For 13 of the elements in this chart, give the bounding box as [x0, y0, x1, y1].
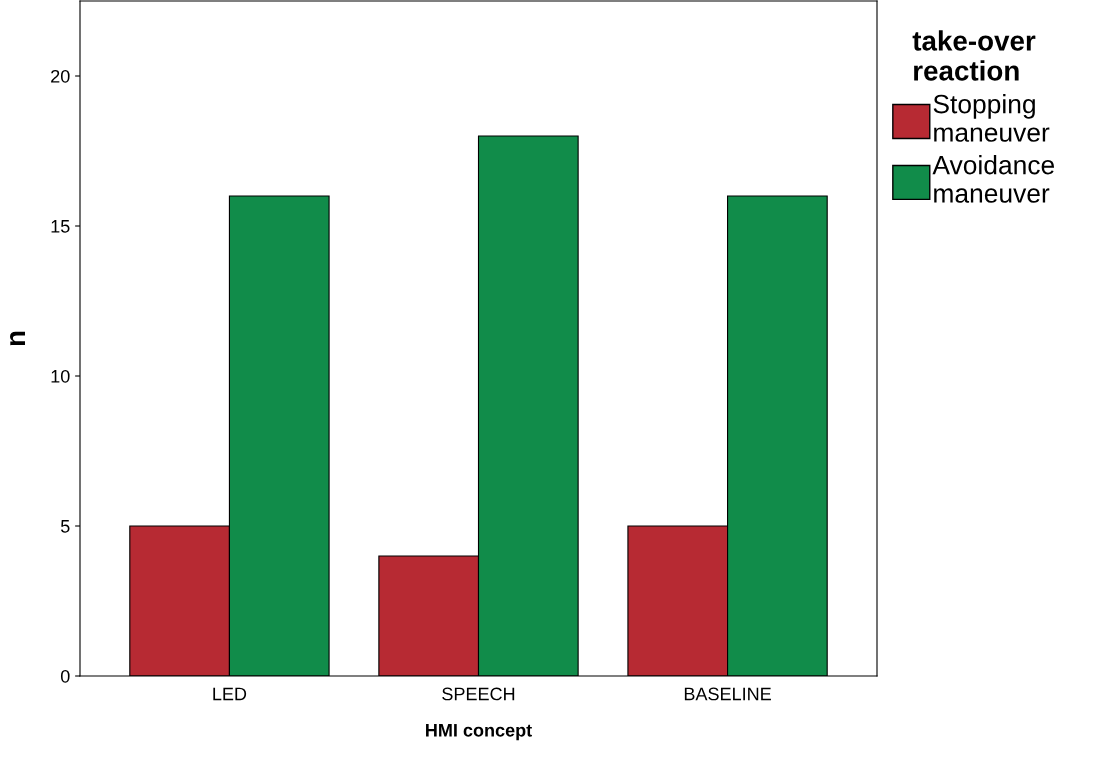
x-tick-label: SPEECH: [442, 687, 515, 701]
x-tick-label: BASELINE: [684, 687, 771, 701]
y-axis-title: n: [10, 331, 25, 346]
x-tick-label: LED: [213, 687, 247, 701]
x-axis-title: HMI concept: [426, 724, 532, 741]
legend-label: Avoidance maneuver: [932, 155, 1055, 203]
y-tick-label: 10: [51, 369, 70, 383]
legend-title: take-over reaction: [912, 30, 1036, 81]
legend-label: Stopping maneuver: [933, 94, 1050, 142]
y-tick-label: 15: [51, 220, 70, 233]
y-tick-label: 20: [51, 69, 70, 83]
y-tick-label: 0: [60, 669, 70, 683]
y-tick-label: 5: [60, 520, 70, 533]
